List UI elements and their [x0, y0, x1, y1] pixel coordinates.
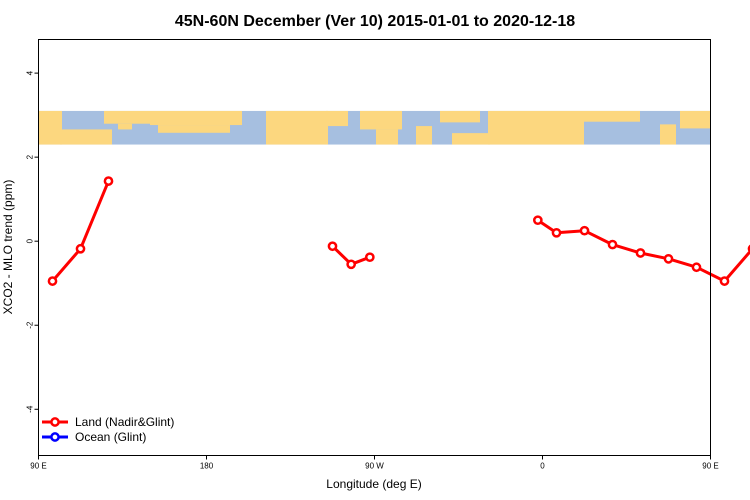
map-land: [680, 110, 711, 129]
map-land: [266, 110, 328, 145]
y-axis: 4 2 0 -2 -4: [26, 70, 39, 413]
legend-label: Ocean (Glint): [75, 430, 146, 444]
data-point: [75, 243, 86, 254]
map-land: [440, 110, 480, 123]
plot-frame: [38, 39, 711, 456]
y-tick-label: 4: [26, 70, 35, 75]
map-land: [360, 110, 402, 130]
map-land: [38, 110, 62, 145]
series-line: [536, 218, 750, 283]
data-point: [551, 227, 562, 238]
data-point: [719, 276, 730, 286]
x-tick-label: 0: [540, 462, 545, 471]
y-axis-label: XCO2 - MLO trend (ppm): [1, 180, 15, 315]
data-point: [635, 248, 646, 258]
data-point: [691, 262, 702, 273]
map-land: [150, 110, 242, 126]
x-tick-label: 180: [200, 462, 214, 471]
data-point: [663, 253, 674, 264]
x-axis-label: Longitude (deg E): [326, 477, 421, 491]
data-point: [47, 276, 58, 286]
map-land: [118, 123, 132, 130]
data-point: [532, 215, 543, 226]
y-tick-label: -2: [26, 321, 35, 329]
legend-marker: [50, 432, 60, 442]
map-land: [488, 110, 584, 145]
data-point: [103, 176, 114, 186]
y-tick-label: 2: [26, 154, 35, 159]
chart-title: 45N-60N December (Ver 10) 2015-01-01 to …: [175, 13, 575, 30]
map-land: [660, 124, 676, 145]
map-land: [104, 110, 150, 124]
data-point: [607, 239, 618, 250]
series-line: [51, 180, 110, 283]
x-tick-label: 90 E: [702, 462, 718, 471]
map-land: [376, 129, 398, 145]
y-tick-label: -4: [26, 405, 35, 413]
data-point: [346, 259, 357, 270]
x-tick-label: 90 E: [30, 462, 46, 471]
map-band: [38, 110, 711, 145]
series-layer: [47, 176, 750, 286]
legend-label: Land (Nadir&Glint): [75, 415, 174, 429]
map-land: [158, 125, 230, 133]
data-point: [364, 252, 375, 263]
x-tick-label: 90 W: [365, 462, 384, 471]
map-land: [416, 126, 432, 145]
data-point: [579, 225, 590, 236]
map-land: [584, 110, 640, 122]
map-land: [452, 133, 490, 145]
map-land: [60, 129, 112, 145]
map-land: [326, 110, 348, 127]
legend: Land (Nadir&Glint)Ocean (Glint): [42, 415, 174, 444]
data-point: [327, 241, 338, 252]
y-tick-label: 0: [26, 238, 35, 243]
legend-marker: [50, 417, 60, 427]
